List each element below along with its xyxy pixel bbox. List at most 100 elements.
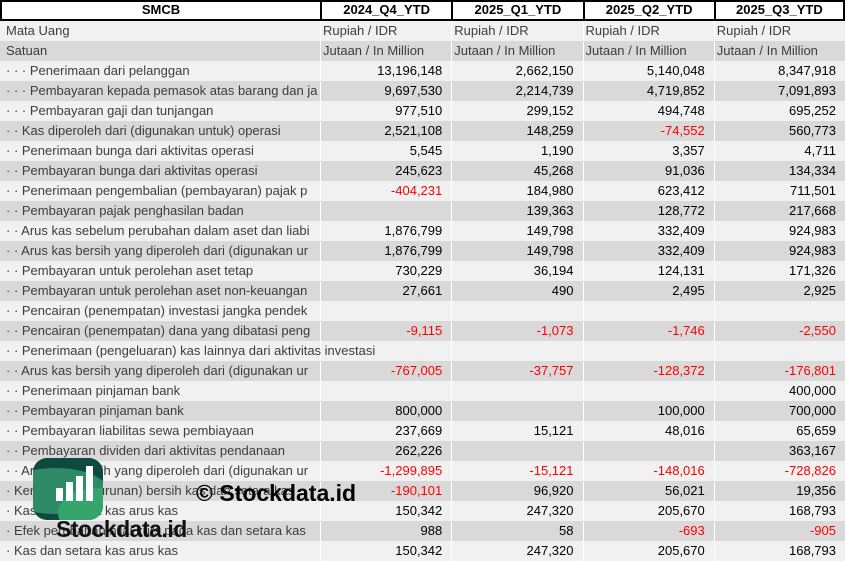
cell-value: 19,356 (713, 481, 845, 501)
row-label: · · Kas diperoleh dari (digunakan untuk)… (6, 123, 281, 138)
cell-value: 247,320 (451, 501, 582, 521)
cell-value: 184,980 (451, 181, 582, 201)
row-label: · · · Penerimaan dari pelanggan (6, 63, 190, 78)
cell-value: Jutaan / In Million (320, 41, 451, 61)
cell-value: Jutaan / In Million (451, 41, 582, 61)
cell-value: 730,229 (320, 261, 451, 281)
cell-value: 134,334 (713, 161, 845, 181)
cell-value: 1,190 (451, 141, 582, 161)
cell-value: 8,347,918 (713, 61, 845, 81)
cell-value: 100,000 (582, 401, 714, 421)
cell-value: 58 (451, 521, 582, 541)
cell-value: 149,798 (451, 221, 582, 241)
cell-value (582, 441, 714, 461)
cell-value: 56,021 (582, 481, 714, 501)
cell-value: 299,152 (451, 101, 582, 121)
cell-value: -767,005 (320, 361, 451, 381)
cell-value: -128,372 (582, 361, 714, 381)
entity-header-cell: SMCB (0, 2, 320, 19)
cell-value: 205,670 (582, 501, 714, 521)
row-label: · · Pembayaran untuk perolehan aset non-… (6, 283, 308, 298)
table-row: · · · Pembayaran gaji dan tunjangan 977,5… (0, 101, 845, 121)
table-row: · · · Penerimaan dari pelanggan 13,196,14… (0, 61, 845, 81)
cell-value (582, 341, 714, 361)
cell-value: 977,510 (320, 101, 451, 121)
stockdata-logo-icon (33, 458, 103, 520)
cell-value: -9,115 (320, 321, 451, 341)
row-label: · · Pencairan (penempatan) dana yang dib… (6, 323, 311, 338)
table-row: · · Penerimaan bunga dari aktivitas oper… (0, 141, 845, 161)
table-row: · · Penerimaan pengembalian (pembayaran)… (0, 181, 845, 201)
table-row: · · Pembayaran pinjaman bank 800,000 100,0… (0, 401, 845, 421)
cell-value (451, 401, 582, 421)
cell-value: 124,131 (582, 261, 714, 281)
table-row: · · Pembayaran pajak penghasilan badan 13… (0, 201, 845, 221)
table-row: · · Pembayaran liabilitas sewa pembiayaa… (0, 421, 845, 441)
row-label: · · Pembayaran pinjaman bank (6, 403, 184, 418)
cell-value: 4,711 (713, 141, 845, 161)
table-row: · · Arus kas bersih yang diperoleh dari … (0, 361, 845, 381)
table-row: · · Pembayaran bunga dari aktivitas oper… (0, 161, 845, 181)
cell-value: 800,000 (320, 401, 451, 421)
cell-value: 2,662,150 (451, 61, 582, 81)
cell-value: Rupiah / IDR (320, 21, 451, 41)
cell-value: 149,798 (451, 241, 582, 261)
cell-value (451, 441, 582, 461)
cell-value: 988 (320, 521, 451, 541)
table-body: Mata Uang Rupiah / IDR Rupiah / IDR Rupiah … (0, 21, 845, 561)
cell-value (451, 381, 582, 401)
cell-value: 4,719,852 (582, 81, 714, 101)
cell-value: 363,167 (713, 441, 845, 461)
table-row: · · Pembayaran dividen dari aktivitas pe… (0, 441, 845, 461)
cell-value: -2,550 (713, 321, 845, 341)
row-label: · Efek perubahan nilai kurs pada kas dan… (6, 523, 306, 538)
cell-value (582, 301, 714, 321)
cell-value: 148,259 (451, 121, 582, 141)
cell-value (320, 341, 451, 361)
cell-value: 171,326 (713, 261, 845, 281)
cell-value: 7,091,893 (713, 81, 845, 101)
cell-value: -176,801 (713, 361, 845, 381)
cell-value: 332,409 (582, 221, 714, 241)
cell-value: 711,501 (713, 181, 845, 201)
table-row: · Kenaikan (penurunan) bersih kas dan se… (0, 481, 845, 501)
cell-value: 13,196,148 (320, 61, 451, 81)
table-row: · · Arus kas bersih yang diperoleh dari … (0, 241, 845, 261)
row-label: · · Penerimaan bunga dari aktivitas oper… (6, 143, 254, 158)
cell-value: 1,876,799 (320, 241, 451, 261)
cell-value (582, 381, 714, 401)
table-row: · · Arus kas sebelum perubahan dalam ase… (0, 221, 845, 241)
cell-value: -15,121 (451, 461, 582, 481)
cell-value: Rupiah / IDR (451, 21, 582, 41)
cell-value: 168,793 (713, 501, 845, 521)
cell-value: 65,659 (713, 421, 845, 441)
cell-value (713, 301, 845, 321)
cell-value: -74,552 (582, 121, 714, 141)
cell-value: -693 (582, 521, 714, 541)
row-label: · · · Pembayaran kepada pemasok atas bar… (6, 83, 318, 98)
cell-value: 695,252 (713, 101, 845, 121)
cell-value: 5,545 (320, 141, 451, 161)
row-label: · · · Pembayaran gaji dan tunjangan (6, 103, 214, 118)
table-row: · · Pencairan (penempatan) investasi jan… (0, 301, 845, 321)
cell-value: 15,121 (451, 421, 582, 441)
cell-value: 96,920 (451, 481, 582, 501)
period-header-2025-q2-ytd: 2025_Q2_YTD (582, 2, 714, 19)
bar-chart-icon (56, 466, 93, 501)
cell-value: 5,140,048 (582, 61, 714, 81)
cell-value: -728,826 (713, 461, 845, 481)
row-label: · · Penerimaan (pengeluaran) kas lainnya… (6, 343, 376, 358)
table-row: Satuan Jutaan / In Million Jutaan / In Mil… (0, 41, 845, 61)
cell-value: 400,000 (713, 381, 845, 401)
row-label: · · Pembayaran untuk perolehan aset teta… (6, 263, 254, 278)
cell-value (451, 341, 582, 361)
row-label: · · Arus kas bersih yang diperoleh dari … (6, 363, 309, 378)
cell-value: 2,521,108 (320, 121, 451, 141)
table-header-row: SMCB 2024_Q4_YTD 2025_Q1_YTD 2025_Q2_YTD… (0, 0, 845, 21)
cell-value: Jutaan / In Million (582, 41, 714, 61)
cell-value: Rupiah / IDR (582, 21, 714, 41)
table-row: · · Pembayaran untuk perolehan aset non-… (0, 281, 845, 301)
cell-value: 45,268 (451, 161, 582, 181)
row-label: · · Pembayaran bunga dari aktivitas oper… (6, 163, 258, 178)
